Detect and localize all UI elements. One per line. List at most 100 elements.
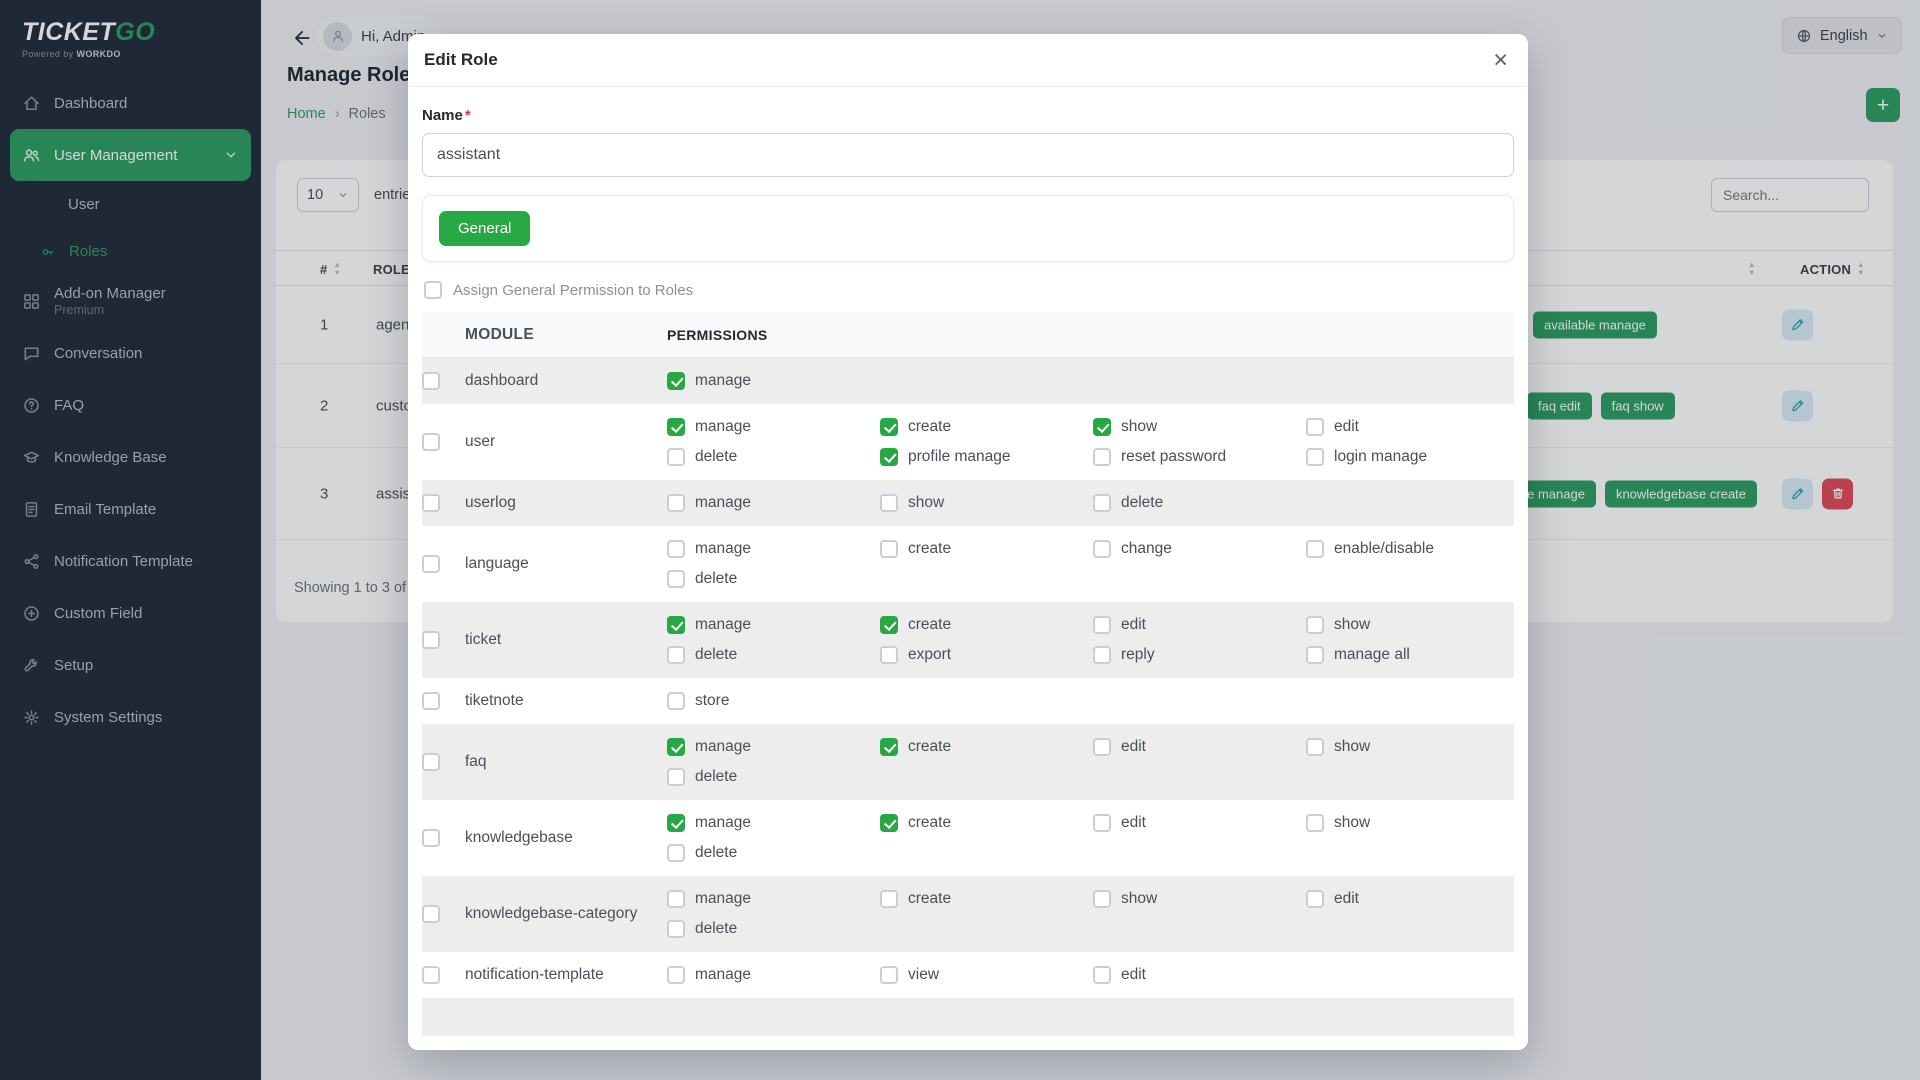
- permission-option[interactable]: create: [880, 418, 1093, 436]
- permission-option[interactable]: delete: [667, 844, 880, 862]
- permission-option[interactable]: edit: [1093, 616, 1306, 634]
- permission-checkbox[interactable]: [1093, 418, 1111, 436]
- permission-checkbox[interactable]: [667, 966, 685, 984]
- permission-option[interactable]: manage: [667, 890, 880, 908]
- sidebar-item-knowledge-base[interactable]: Knowledge Base: [10, 431, 251, 483]
- sidebar-item-setup[interactable]: Setup: [10, 639, 251, 691]
- permission-option[interactable]: create: [880, 890, 1093, 908]
- permission-checkbox[interactable]: [880, 814, 898, 832]
- permission-checkbox[interactable]: [667, 738, 685, 756]
- permission-option[interactable]: create: [880, 738, 1093, 756]
- permission-checkbox[interactable]: [1306, 540, 1324, 558]
- permission-checkbox[interactable]: [1306, 448, 1324, 466]
- entries-length-select[interactable]: 10: [297, 178, 359, 212]
- permission-checkbox[interactable]: [1093, 448, 1111, 466]
- module-checkbox[interactable]: [422, 753, 440, 771]
- permission-option[interactable]: change: [1093, 540, 1306, 558]
- sidebar-item-dashboard[interactable]: Dashboard: [10, 77, 251, 129]
- permission-checkbox[interactable]: [667, 570, 685, 588]
- breadcrumb-home-link[interactable]: Home: [287, 106, 326, 122]
- permission-option[interactable]: manage: [667, 540, 880, 558]
- permission-checkbox[interactable]: [880, 448, 898, 466]
- permission-option[interactable]: edit: [1306, 890, 1519, 908]
- sidebar-item-custom-field[interactable]: Custom Field: [10, 587, 251, 639]
- permission-option[interactable]: delete: [1093, 494, 1306, 512]
- module-checkbox[interactable]: [422, 631, 440, 649]
- permission-option[interactable]: manage: [667, 616, 880, 634]
- permission-option[interactable]: delete: [667, 768, 880, 786]
- permission-option[interactable]: enable/disable: [1306, 540, 1519, 558]
- module-checkbox[interactable]: [422, 692, 440, 710]
- close-button[interactable]: ×: [1489, 47, 1512, 73]
- column-header-permissions[interactable]: ▲ ▼: [1748, 251, 1756, 287]
- permission-checkbox[interactable]: [1306, 418, 1324, 436]
- module-checkbox[interactable]: [422, 966, 440, 984]
- module-checkbox[interactable]: [422, 372, 440, 390]
- permission-option[interactable]: view: [880, 966, 1093, 984]
- permission-option[interactable]: manage: [667, 966, 880, 984]
- permission-option[interactable]: create: [880, 616, 1093, 634]
- permission-checkbox[interactable]: [1093, 738, 1111, 756]
- module-checkbox[interactable]: [422, 829, 440, 847]
- permission-option[interactable]: edit: [1306, 418, 1519, 436]
- permission-option[interactable]: show: [880, 494, 1093, 512]
- permission-checkbox[interactable]: [880, 616, 898, 634]
- permission-option[interactable]: manage: [667, 372, 880, 390]
- edit-button[interactable]: [1782, 478, 1813, 509]
- column-header-role[interactable]: ROLE: [373, 261, 410, 277]
- permission-checkbox[interactable]: [880, 646, 898, 664]
- module-checkbox[interactable]: [422, 433, 440, 451]
- sidebar-item-faq[interactable]: FAQ: [10, 379, 251, 431]
- permission-option[interactable]: show: [1093, 890, 1306, 908]
- permission-option[interactable]: create: [880, 540, 1093, 558]
- permission-checkbox[interactable]: [1306, 814, 1324, 832]
- permission-checkbox[interactable]: [1093, 890, 1111, 908]
- permission-checkbox[interactable]: [667, 448, 685, 466]
- sidebar-item-system-settings[interactable]: System Settings: [10, 691, 251, 743]
- permission-checkbox[interactable]: [880, 966, 898, 984]
- sidebar-item-conversation[interactable]: Conversation: [10, 327, 251, 379]
- permission-option[interactable]: edit: [1093, 966, 1306, 984]
- permission-option[interactable]: delete: [667, 920, 880, 938]
- permission-option[interactable]: delete: [667, 570, 880, 588]
- column-header-action[interactable]: ACTION ▲ ▼: [1800, 260, 1865, 277]
- sidebar-item-email-template[interactable]: Email Template: [10, 483, 251, 535]
- module-checkbox[interactable]: [422, 555, 440, 573]
- permission-option[interactable]: reply: [1093, 646, 1306, 664]
- permission-option[interactable]: export: [880, 646, 1093, 664]
- tab-general[interactable]: General: [439, 211, 531, 246]
- permission-checkbox[interactable]: [667, 418, 685, 436]
- permission-checkbox[interactable]: [667, 646, 685, 664]
- module-checkbox[interactable]: [422, 905, 440, 923]
- language-selector[interactable]: English: [1782, 17, 1902, 54]
- edit-button[interactable]: [1782, 390, 1813, 421]
- permission-option[interactable]: edit: [1093, 738, 1306, 756]
- permission-checkbox[interactable]: [1093, 646, 1111, 664]
- module-checkbox[interactable]: [422, 494, 440, 512]
- sidebar-item-addon-manager[interactable]: Add-on Manager Premium: [10, 275, 251, 327]
- search-input[interactable]: [1711, 178, 1869, 212]
- permission-option[interactable]: manage: [667, 814, 880, 832]
- permission-option[interactable]: show: [1093, 418, 1306, 436]
- permission-checkbox[interactable]: [1306, 616, 1324, 634]
- permission-checkbox[interactable]: [667, 616, 685, 634]
- sidebar-item-notification-template[interactable]: Notification Template: [10, 535, 251, 587]
- permission-checkbox[interactable]: [1093, 966, 1111, 984]
- permission-checkbox[interactable]: [880, 738, 898, 756]
- permission-option[interactable]: delete: [667, 448, 880, 466]
- permission-checkbox[interactable]: [667, 372, 685, 390]
- assign-general-permission[interactable]: Assign General Permission to Roles: [424, 281, 1512, 299]
- add-role-button[interactable]: +: [1866, 88, 1900, 122]
- permission-checkbox[interactable]: [667, 814, 685, 832]
- permission-checkbox[interactable]: [667, 540, 685, 558]
- permission-checkbox[interactable]: [880, 418, 898, 436]
- permission-option[interactable]: manage all: [1306, 646, 1519, 664]
- permission-option[interactable]: profile manage: [880, 448, 1093, 466]
- permission-option[interactable]: edit: [1093, 814, 1306, 832]
- permission-option[interactable]: show: [1306, 738, 1519, 756]
- sidebar-item-roles[interactable]: Roles: [10, 228, 251, 275]
- permission-checkbox[interactable]: [1306, 890, 1324, 908]
- permission-option[interactable]: reset password: [1093, 448, 1306, 466]
- role-name-input[interactable]: [422, 133, 1514, 177]
- permission-option[interactable]: show: [1306, 616, 1519, 634]
